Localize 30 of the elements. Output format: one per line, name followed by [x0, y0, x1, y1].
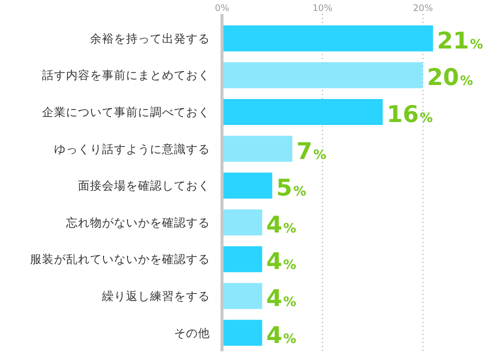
y-tick-label: ゆっくり話すように意識する — [54, 142, 210, 156]
bar — [222, 209, 262, 236]
data-label: 20% — [426, 65, 473, 92]
x-tick-label: 10% — [312, 4, 333, 14]
y-tick-label: 忘れ物がないかを確認する — [66, 215, 210, 230]
y-tick-label: 繰り返し練習をする — [101, 289, 210, 303]
bar — [222, 320, 262, 346]
x-tick-label: 0% — [214, 4, 230, 14]
data-label: 4% — [266, 249, 296, 276]
data-label: 21% — [437, 28, 484, 54]
y-tick-label: 面接会場を確認しておく — [78, 178, 210, 193]
x-tick-label: 20% — [412, 4, 434, 14]
y-tick-label: 余裕を持って出発する — [90, 31, 210, 46]
y-tick-label: 話す内容を事前にまとめておく — [42, 68, 210, 82]
data-label: 5% — [276, 176, 306, 202]
y-tick-label: 企業について事前に調べておく — [42, 105, 210, 119]
data-label: 16% — [386, 102, 433, 128]
bar — [222, 25, 433, 52]
y-tick-label: その他 — [174, 326, 210, 340]
data-label: 4% — [266, 212, 296, 238]
bar — [222, 136, 292, 162]
y-tick-label: 服装が乱れていないかを確認する — [30, 252, 210, 266]
bar — [222, 62, 423, 88]
bar — [222, 99, 383, 125]
data-label: 4% — [266, 322, 296, 349]
bar — [222, 246, 262, 272]
data-label: 4% — [266, 286, 296, 312]
bar — [222, 172, 272, 199]
bar — [222, 283, 262, 309]
data-label: 7% — [296, 138, 326, 165]
